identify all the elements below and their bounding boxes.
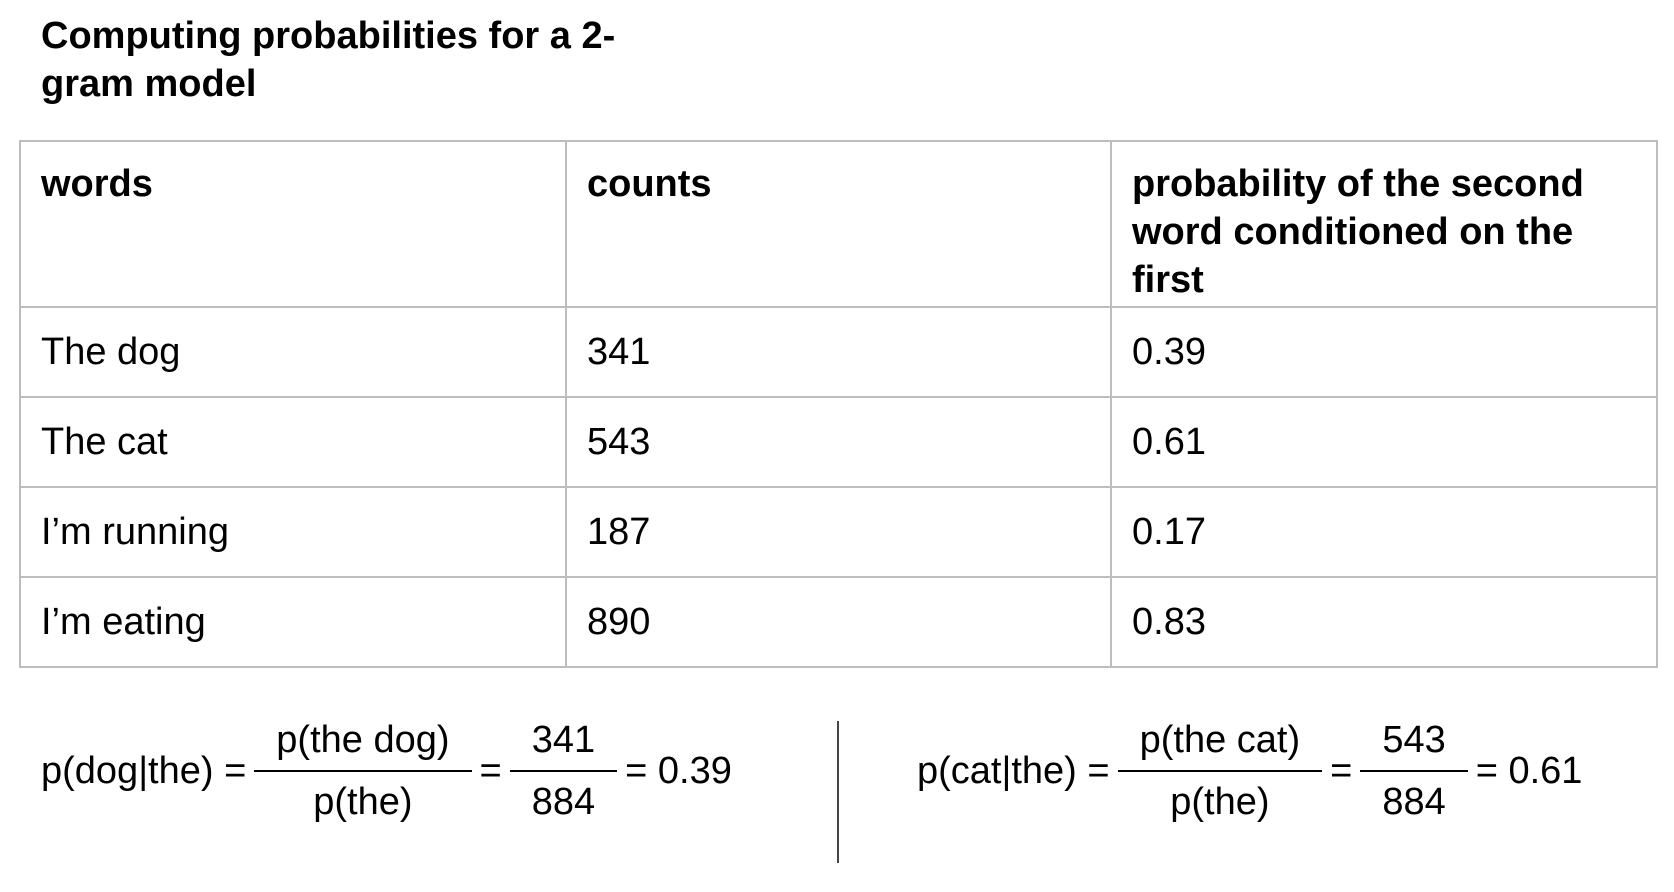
row: The dog 341 0.39 — [19, 306, 1658, 398]
header-cell: probability of the second word condition… — [1110, 140, 1658, 308]
numerator: p(the dog) — [276, 719, 450, 761]
numerator: 341 — [531, 719, 596, 761]
equals: = — [1330, 749, 1353, 792]
fraction-bar — [1117, 770, 1323, 772]
cell: 890 — [565, 576, 1112, 668]
denominator: p(the) — [1170, 781, 1270, 823]
formula-lhs: p(dog|the) = — [41, 749, 247, 792]
formula: p(cat|the) = p(the cat) p(the) = 543 884… — [917, 718, 1582, 824]
header-cell: counts — [565, 140, 1112, 308]
formula-lhs: p(cat|the) = — [917, 749, 1110, 792]
result: = 0.39 — [625, 749, 732, 792]
header-row: words counts probability of the second w… — [19, 140, 1658, 308]
numerator: p(the cat) — [1139, 719, 1301, 761]
cell: 0.83 — [1110, 576, 1658, 668]
cell: The dog — [19, 306, 567, 398]
fraction: 341 884 — [509, 718, 618, 824]
fraction: p(the cat) p(the) — [1117, 718, 1323, 824]
denominator: 884 — [531, 781, 596, 823]
fraction-bar — [1360, 770, 1468, 772]
formula: p(dog|the) = p(the dog) p(the) = 341 884… — [41, 718, 732, 824]
cell: 0.61 — [1110, 396, 1658, 488]
header-cell: words — [19, 140, 567, 308]
cell: 0.17 — [1110, 486, 1658, 578]
cell: 543 — [565, 396, 1112, 488]
row: I’m eating 890 0.83 — [19, 576, 1658, 668]
cell: 341 — [565, 306, 1112, 398]
cell: 187 — [565, 486, 1112, 578]
cell: The cat — [19, 396, 567, 488]
cell: I’m running — [19, 486, 567, 578]
fraction: p(the dog) p(the) — [254, 718, 472, 824]
cell: I’m eating — [19, 576, 567, 668]
divider — [837, 721, 839, 863]
row: I’m running 187 0.17 — [19, 486, 1658, 578]
fraction: 543 884 — [1360, 718, 1468, 824]
equals: = — [479, 749, 502, 792]
cell: 0.39 — [1110, 306, 1658, 398]
result: = 0.61 — [1475, 749, 1583, 792]
table: words counts probability of the second w… — [19, 140, 1658, 668]
numerator: 543 — [1382, 719, 1446, 761]
denominator: p(the) — [313, 781, 413, 823]
title: Computing probabilities for a 2-gram mod… — [41, 15, 616, 105]
fraction-bar — [254, 770, 472, 772]
denominator: 884 — [1382, 781, 1446, 823]
row: The cat 543 0.61 — [19, 396, 1658, 488]
fraction-bar — [509, 770, 618, 772]
